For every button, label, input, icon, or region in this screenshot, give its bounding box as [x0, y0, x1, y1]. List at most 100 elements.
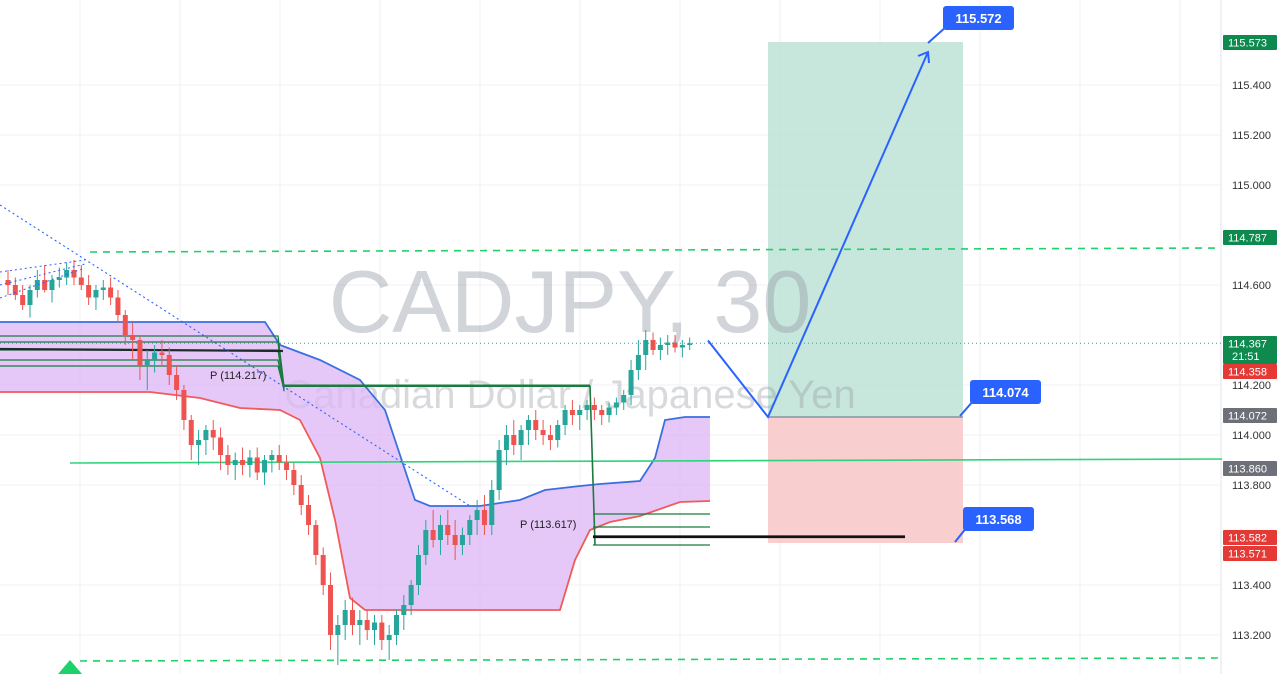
pivot-step-line [0, 365, 285, 390]
candle-body [562, 410, 568, 425]
candle-body [665, 342, 671, 345]
callout-label: 115.572 [955, 11, 1001, 26]
candle-body [547, 435, 553, 440]
candle-body [5, 280, 11, 285]
cloud-upper-line [0, 321, 710, 507]
candle-body [64, 270, 70, 278]
projection-arrowhead [917, 50, 930, 64]
candle-body [130, 335, 136, 340]
projection-path [707, 51, 929, 419]
candle-body [613, 402, 619, 408]
candle-body [196, 440, 202, 445]
candle-body [262, 460, 268, 473]
candle-body [291, 470, 297, 485]
candle-body [489, 490, 495, 525]
pivot-step-line [0, 359, 285, 388]
candle-body [540, 430, 546, 435]
candle-body [687, 343, 693, 345]
fan-dotted-line [0, 267, 86, 299]
candle-body [100, 287, 106, 290]
candle-body [401, 605, 407, 615]
candle-body [357, 620, 363, 625]
candle-body [525, 420, 531, 430]
candle-body [657, 345, 663, 350]
candle-body [635, 355, 641, 370]
candle-body [503, 435, 509, 450]
candle-body [56, 277, 62, 280]
buy-signal-marker [58, 660, 82, 674]
cloud-band [0, 321, 711, 611]
price-axis-tick: 115.400 [1232, 80, 1271, 92]
price-axis-tick: 114.000 [1232, 430, 1271, 442]
candle-body [393, 615, 399, 635]
candle-body [511, 435, 517, 445]
callout-box [943, 6, 1014, 30]
price-tag-bg [1223, 546, 1277, 561]
candle-body [408, 585, 414, 605]
candle-body [445, 525, 451, 535]
candle-body [122, 315, 128, 335]
candle-body [144, 360, 150, 365]
candle-body [650, 340, 656, 350]
candle-body [459, 535, 465, 545]
candles [5, 260, 693, 665]
candle-body [86, 285, 92, 298]
callout-box [970, 380, 1041, 404]
candle-body [481, 510, 487, 525]
candle-body [415, 555, 421, 585]
callout-label: 114.074 [982, 385, 1029, 400]
candle-body [137, 340, 143, 365]
candle-body [430, 530, 436, 540]
candle-body [27, 290, 33, 305]
candle-body [591, 405, 597, 410]
candle-body [34, 280, 40, 290]
candle-body [672, 342, 678, 348]
price-tag-bg [1223, 35, 1277, 50]
price-callouts: 115.572 114.074 113.568 [927, 6, 1041, 543]
candle-body [42, 280, 48, 290]
horizontal-green-line [69, 458, 1223, 464]
price-axis-tick: 114.600 [1232, 280, 1271, 292]
price-tag-bg [1223, 364, 1277, 379]
candle-body [342, 610, 348, 625]
price-axis[interactable]: 115.400 115.200 115.000 114.600 114.200 114.0… [1232, 80, 1271, 642]
candle-body [115, 297, 121, 315]
candle-body [240, 460, 246, 465]
candle-body [679, 345, 685, 348]
price-tag-bg [1223, 336, 1277, 364]
price-tag-bg [1223, 530, 1277, 545]
price-axis-tick: 114.200 [1232, 380, 1271, 392]
candle-body [298, 485, 304, 505]
candle-body [152, 352, 158, 360]
price-tag-label: 113.582 [1228, 533, 1267, 545]
price-tag-label: 114.787 [1228, 233, 1267, 245]
candle-body [584, 405, 590, 410]
candle-body [306, 505, 312, 525]
candle-body [166, 355, 172, 375]
pivot-label-1: P (114.217) [210, 370, 266, 382]
callout-label: 113.568 [975, 512, 1021, 527]
candle-body [518, 430, 524, 445]
support-dashed-line [79, 657, 1221, 662]
candle-body [276, 455, 282, 463]
candle-body [320, 555, 326, 585]
candle-body [188, 420, 194, 445]
price-axis-tick: 115.000 [1232, 180, 1271, 192]
candle-body [49, 280, 55, 290]
candle-body [71, 270, 77, 278]
candle-body [474, 510, 480, 520]
candle-body [174, 375, 180, 390]
candle-body [372, 622, 377, 630]
fan-dotted-line [0, 259, 86, 273]
price-tag-label: 114.367 [1228, 339, 1267, 351]
candle-body [181, 390, 187, 420]
candle-body [210, 430, 216, 438]
candle-body [232, 460, 238, 465]
price-tag-label: 114.358 [1228, 367, 1267, 379]
candle-body [93, 290, 99, 298]
price-tag-timer: 21:51 [1232, 351, 1260, 363]
candle-body [467, 520, 473, 535]
candle-body [533, 420, 539, 430]
